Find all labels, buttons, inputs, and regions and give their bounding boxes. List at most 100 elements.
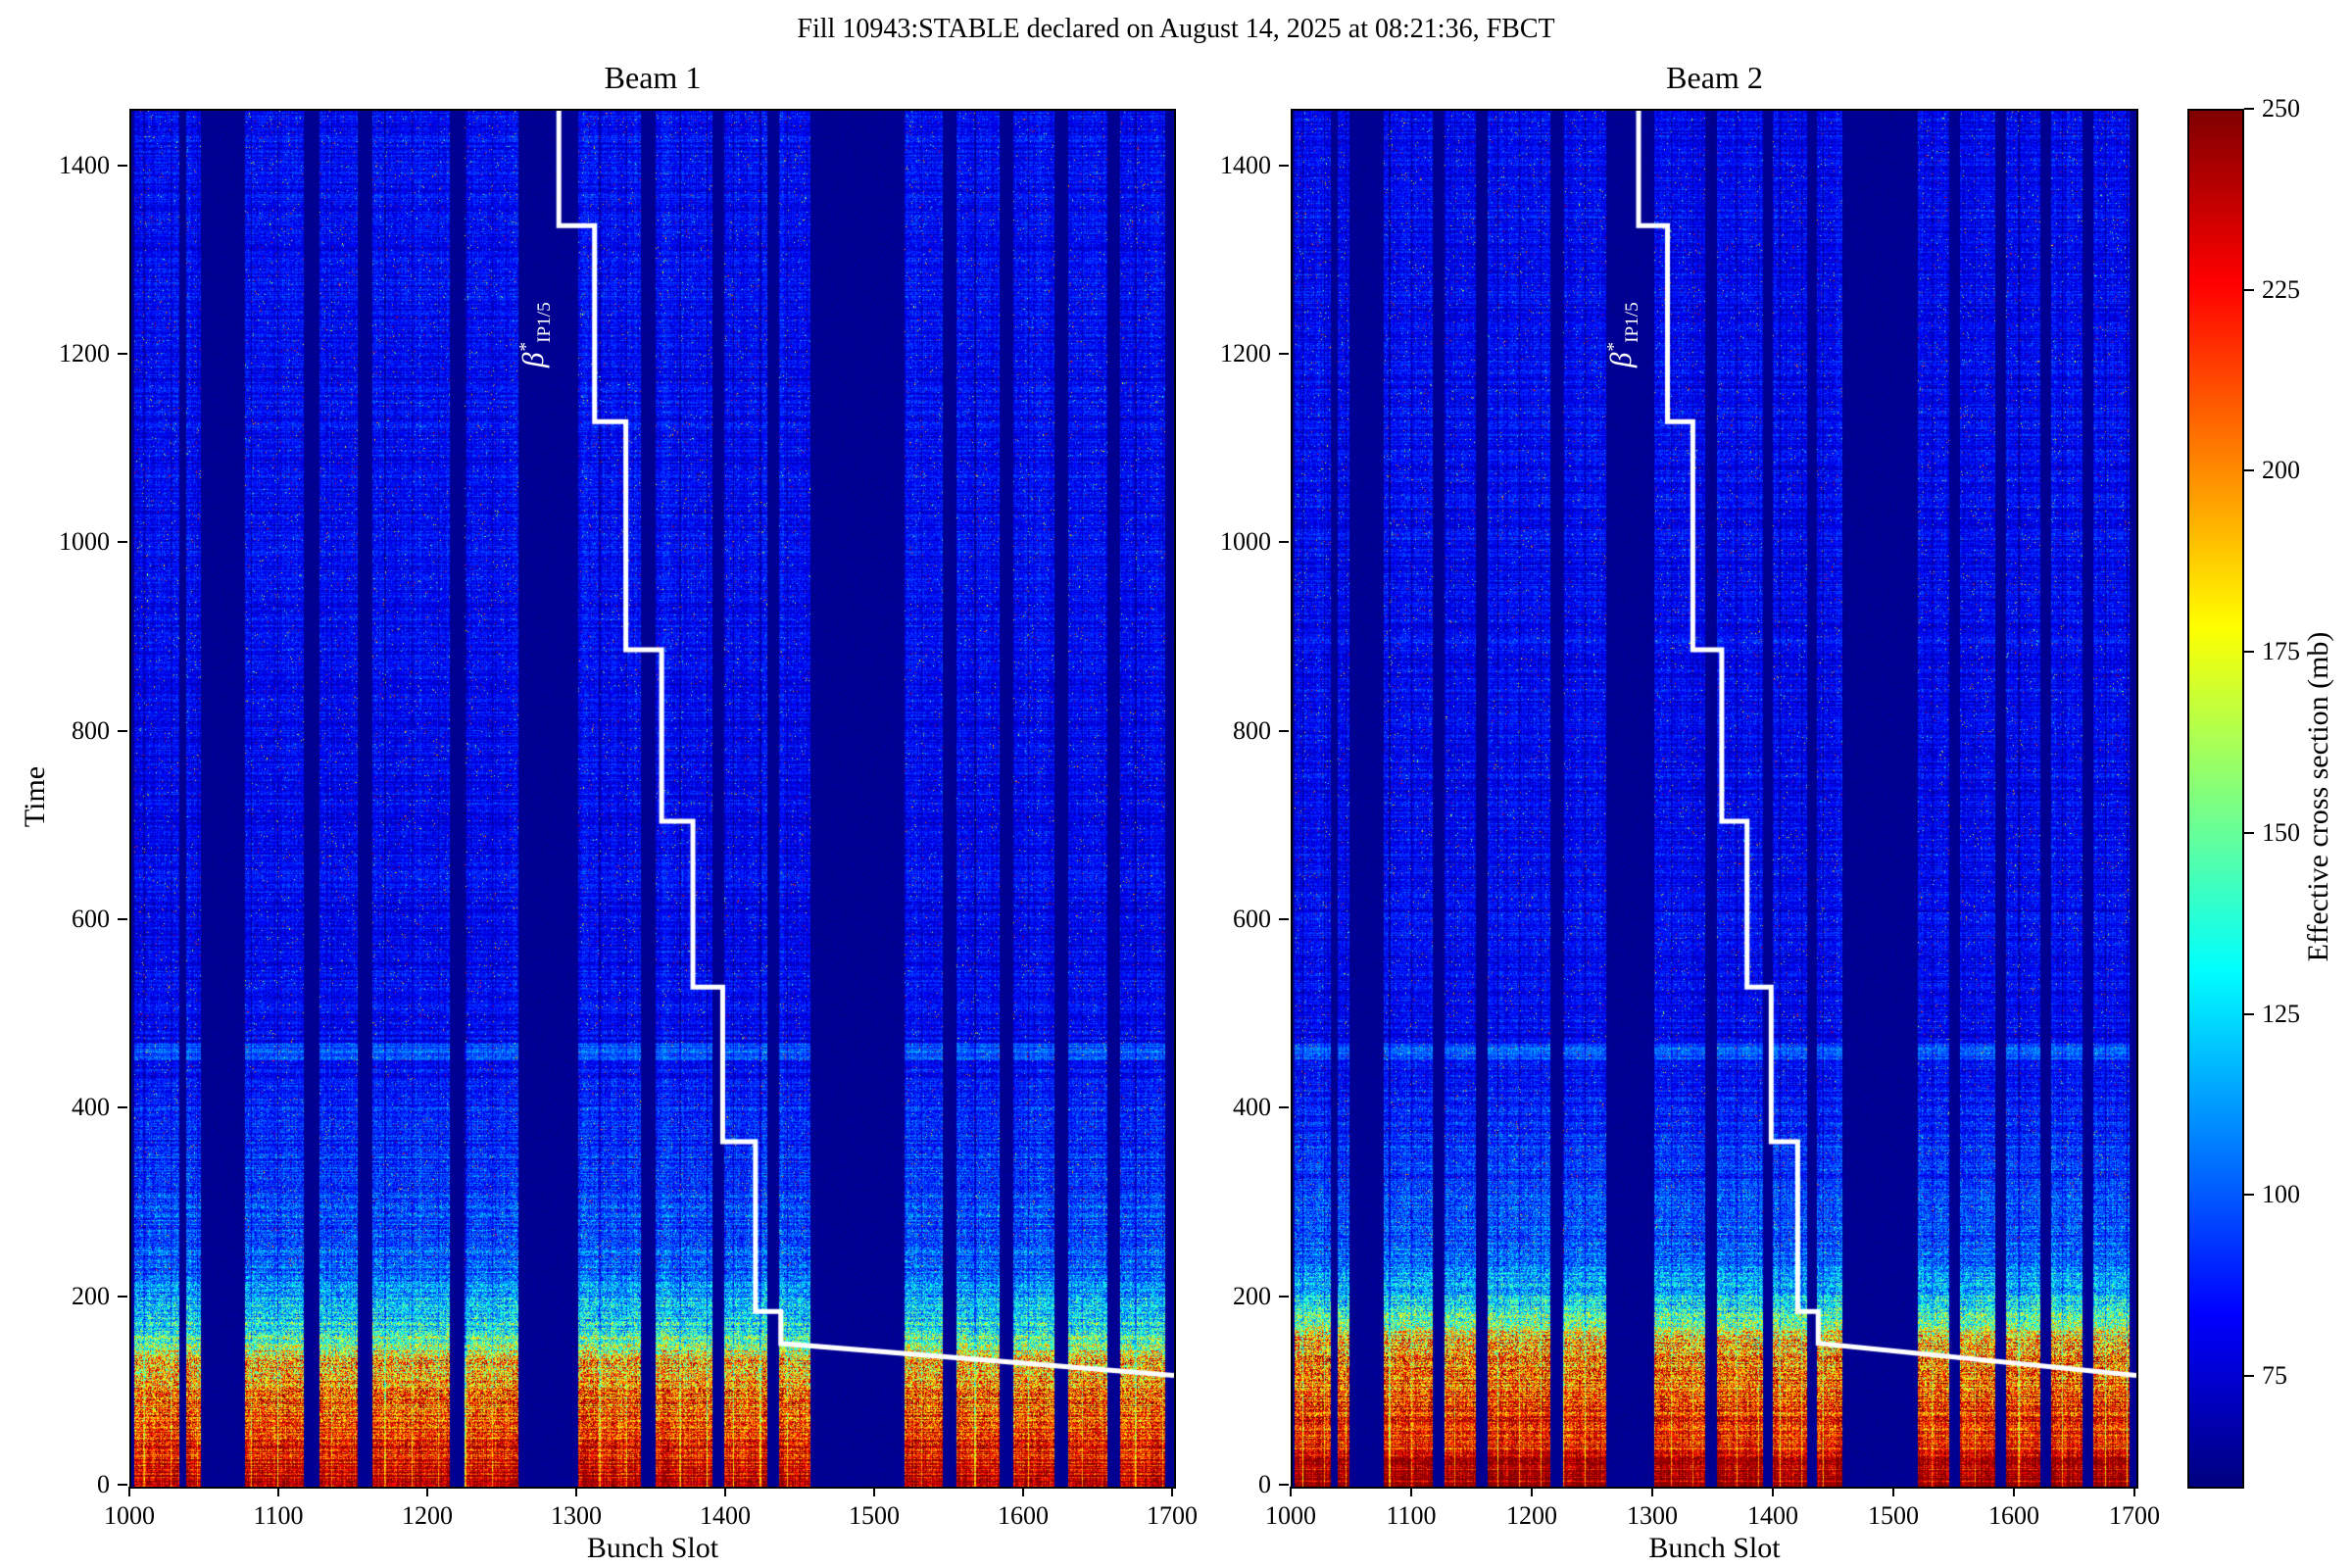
y-tick-mark [1279,353,1289,356]
x-tick-mark [1290,1487,1292,1496]
x-tick-label: 1100 [1386,1501,1437,1530]
x-tick-mark [575,1487,577,1496]
x-tick-label: 1700 [2109,1501,2160,1530]
y-tick-label: 1400 [59,150,110,179]
beta-star-superscript: * [515,342,537,353]
y-tick-label: 1200 [1220,339,1271,368]
x-tick-label: 1100 [253,1501,304,1530]
figure-title: Fill 10943:STABLE declared on August 14,… [797,14,1555,44]
y-tick-mark [1279,541,1289,544]
y-tick-label: 0 [97,1470,110,1498]
time-axis-label: Time [19,765,51,828]
x-tick-mark [1892,1487,1894,1496]
y-tick-mark [1279,164,1289,167]
beta-star-superscript: * [1604,342,1625,353]
x-tick-mark [2013,1487,2015,1496]
y-tick-label: 600 [1233,905,1271,933]
colorbar-tick-label: 225 [2262,274,2300,304]
colorbar-tick-mark [2244,108,2254,110]
y-tick-mark [1279,1106,1289,1109]
y-tick-mark [118,918,127,920]
x-tick-label: 1700 [1147,1501,1198,1530]
beam1-title: Beam 1 [604,60,702,95]
colorbar-axis-label: Effective cross section (mb) [2302,631,2334,962]
colorbar-tick-label: 150 [2262,817,2300,847]
y-tick-label: 800 [1233,715,1271,745]
beam2-xaxis-label: Bunch Slot [1648,1532,1781,1564]
x-tick-mark [128,1487,130,1496]
x-tick-label: 1400 [1747,1501,1798,1530]
y-tick-label: 400 [1233,1093,1271,1122]
colorbar-tick-mark [2244,1375,2254,1378]
y-tick-label: 1000 [59,527,110,557]
y-tick-mark [1279,918,1289,920]
x-tick-mark [277,1487,279,1496]
colorbar-tick-label: 75 [2262,1361,2287,1391]
x-tick-mark [873,1487,875,1496]
y-tick-mark [118,541,127,544]
x-tick-label: 1000 [104,1501,155,1530]
beam1-heatmap-canvas [131,111,1174,1487]
x-tick-mark [1531,1487,1533,1496]
y-tick-mark [118,1106,127,1109]
beta-symbol: β [1603,352,1639,368]
x-tick-label: 1200 [1506,1501,1557,1530]
y-tick-mark [118,353,127,356]
x-tick-mark [426,1487,428,1496]
colorbar-tick-label: 125 [2262,999,2300,1028]
y-tick-mark [1279,1484,1289,1486]
x-tick-mark [724,1487,726,1496]
x-tick-mark [1772,1487,1774,1496]
beam1-xaxis-label: Bunch Slot [586,1532,719,1564]
beam2-panel: Beam 2 β*IP1/5 Bunch Slot [1291,60,2138,1564]
x-tick-label: 1000 [1265,1501,1316,1530]
x-tick-label: 1400 [700,1501,751,1530]
colorbar-tick-mark [2244,1194,2254,1197]
colorbar-tick-mark [2244,288,2254,291]
colorbar-canvas [2189,111,2242,1487]
x-tick-mark [1410,1487,1412,1496]
x-tick-mark [2133,1487,2135,1496]
beta-star-label: β*IP1/5 [1603,302,1643,368]
y-tick-label: 1000 [1220,527,1271,557]
colorbar-tick-label: 200 [2262,456,2300,485]
y-tick-label: 200 [72,1281,110,1310]
beta-star-label: β*IP1/5 [515,302,556,368]
x-tick-mark [1171,1487,1173,1496]
y-tick-mark [118,1484,127,1486]
beam2-title: Beam 2 [1666,60,1763,95]
colorbar-tick-mark [2244,469,2254,472]
y-tick-label: 200 [1233,1281,1271,1310]
y-tick-mark [1279,1295,1289,1298]
y-tick-label: 1400 [1220,150,1271,179]
y-tick-label: 600 [72,905,110,933]
colorbar-tick-mark [2244,651,2254,654]
y-tick-mark [118,729,127,732]
beam1-panel: Beam 1 β*IP1/5 Bunch Slot [129,60,1176,1564]
beta-symbol: β [515,352,551,368]
colorbar-tick-label: 100 [2262,1180,2300,1209]
x-tick-label: 1600 [1988,1501,2039,1530]
colorbar [2187,109,2244,1489]
colorbar-tick-label: 250 [2262,94,2300,122]
x-tick-label: 1300 [1627,1501,1678,1530]
x-tick-label: 1200 [402,1501,453,1530]
colorbar-tick-label: 175 [2262,637,2300,666]
x-tick-label: 1500 [849,1501,900,1530]
x-tick-mark [1651,1487,1653,1496]
y-tick-label: 0 [1258,1470,1271,1498]
x-tick-label: 1500 [1868,1501,1919,1530]
x-tick-mark [1022,1487,1024,1496]
beta-star-subscript: IP1/5 [1622,302,1643,343]
colorbar-tick-mark [2244,831,2254,834]
x-tick-label: 1600 [998,1501,1049,1530]
colorbar-tick-mark [2244,1012,2254,1015]
beta-star-subscript: IP1/5 [534,302,556,343]
beam2-heatmap-canvas [1293,111,2136,1487]
y-tick-label: 1200 [59,339,110,368]
y-tick-mark [1279,729,1289,732]
x-tick-label: 1300 [551,1501,602,1530]
y-tick-label: 800 [72,715,110,745]
y-tick-label: 400 [72,1093,110,1122]
